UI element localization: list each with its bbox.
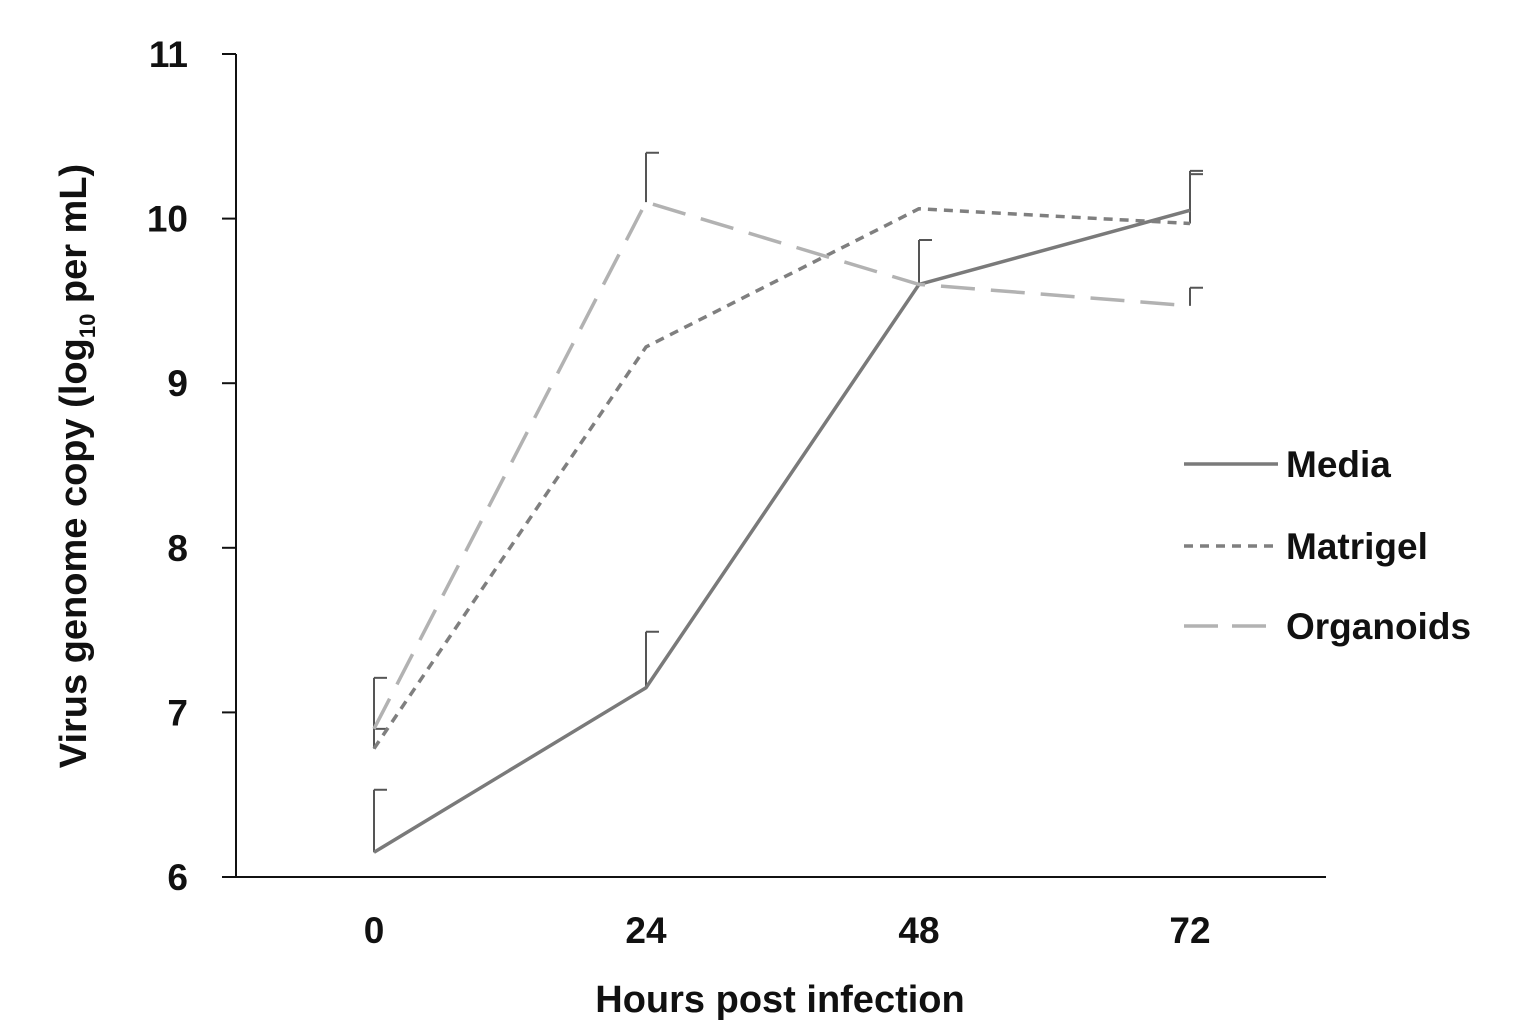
legend-item-organoids: Organoids bbox=[1184, 606, 1471, 647]
y-axis-title-subscript: 10 bbox=[75, 314, 100, 338]
y-tick-label: 7 bbox=[167, 692, 188, 733]
y-tick-label: 6 bbox=[167, 857, 188, 898]
series-line-organoids bbox=[372, 200, 1191, 730]
x-tick-label: 0 bbox=[364, 910, 385, 951]
legend-item-media: Media bbox=[1184, 444, 1391, 485]
series-line-media bbox=[373, 208, 1191, 854]
legend-item-matrigel: Matrigel bbox=[1184, 526, 1428, 567]
y-tick-label: 9 bbox=[167, 363, 188, 404]
legend-label: Media bbox=[1286, 444, 1391, 485]
series-lines bbox=[372, 200, 1191, 854]
x-axis-title: Hours post infection bbox=[595, 979, 964, 1021]
axes: 6 7 8 9 10 11 0 24 48 72 bbox=[147, 34, 1326, 951]
y-axis-title-suffix: per mL) bbox=[53, 164, 95, 314]
y-axis-title-prefix: Virus genome copy (log bbox=[53, 338, 95, 768]
x-tick-label: 48 bbox=[898, 910, 939, 951]
legend-label: Organoids bbox=[1286, 606, 1471, 647]
y-axis-title: Virus genome copy (log10 per mL) bbox=[53, 164, 100, 768]
y-axis-ticks: 6 7 8 9 10 11 bbox=[147, 34, 236, 898]
x-tick-label: 72 bbox=[1169, 910, 1210, 951]
y-tick-label: 10 bbox=[147, 199, 188, 240]
y-tick-label: 8 bbox=[167, 528, 188, 569]
y-tick-label: 11 bbox=[149, 34, 188, 75]
x-axis-ticks: 0 24 48 72 bbox=[364, 910, 1211, 951]
plot-area bbox=[372, 151, 1203, 854]
error-bars bbox=[373, 151, 1203, 853]
x-tick-label: 24 bbox=[625, 910, 667, 951]
legend-label: Matrigel bbox=[1286, 526, 1428, 567]
legend: Media Matrigel Organoids bbox=[1184, 444, 1471, 647]
series-line-matrigel bbox=[372, 206, 1191, 750]
